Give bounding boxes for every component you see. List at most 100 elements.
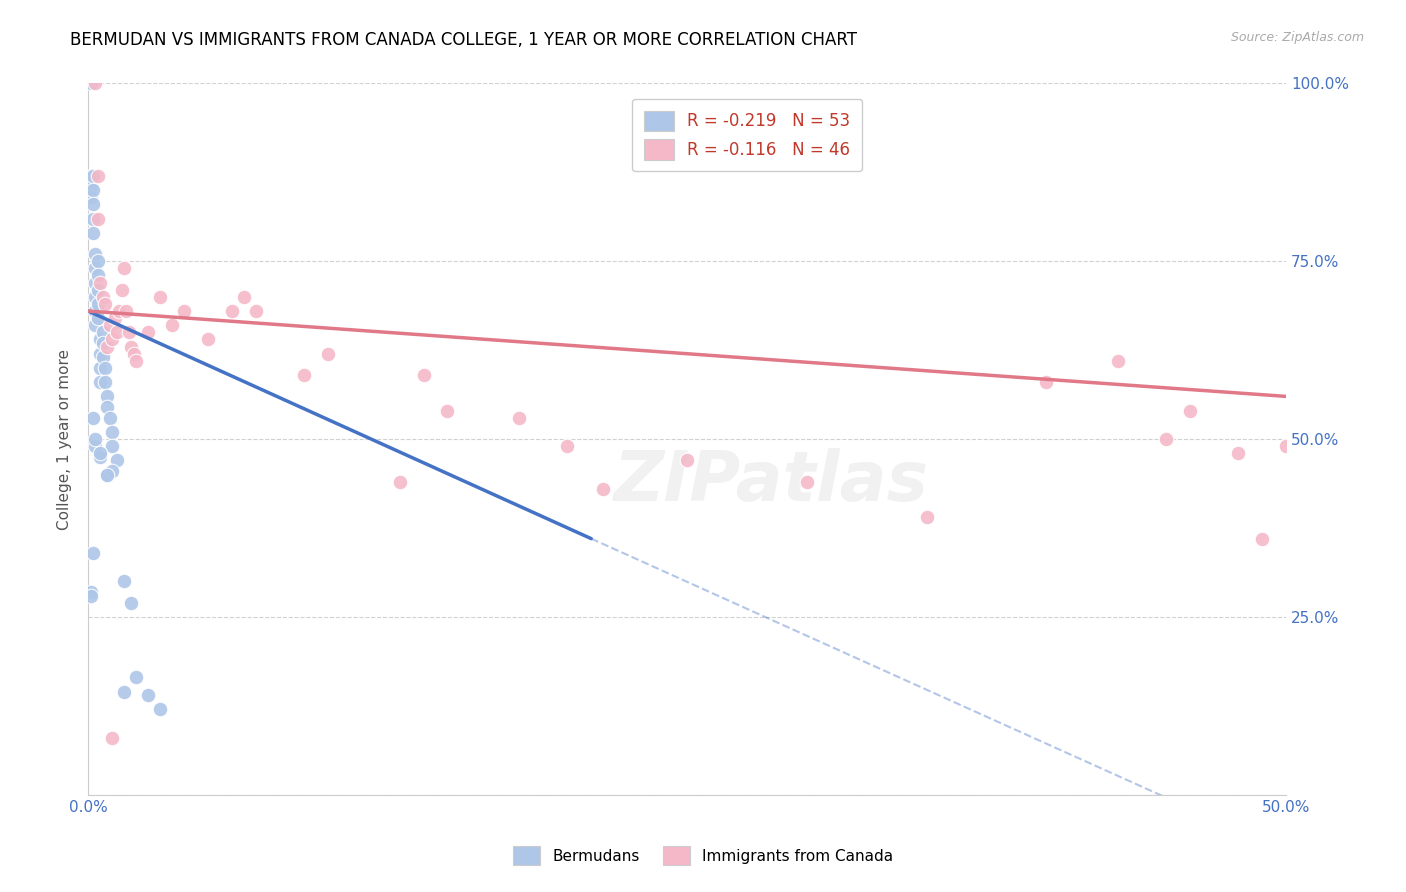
Point (82, 410, 104, 425)
Point (1178, 403, 1201, 417)
Point (96, 400, 118, 414)
Point (87, 268, 110, 283)
Point (87, 311, 110, 326)
Point (112, 684, 135, 698)
Point (84, 290, 107, 304)
Point (91, 351, 114, 365)
Point (118, 326, 141, 340)
Point (1275, 439, 1298, 453)
Point (136, 688, 159, 702)
Point (98, 410, 121, 425)
Point (87, 254, 110, 268)
Point (89, 360, 111, 375)
Point (111, 283, 134, 297)
Point (82, 169, 104, 183)
Point (84, 261, 107, 276)
Point (103, 311, 125, 326)
Point (79, 77, 101, 91)
Point (84, 304, 107, 318)
Point (149, 702, 172, 716)
Point (160, 318, 183, 333)
Point (98, 318, 121, 333)
Point (101, 425, 124, 439)
Point (82, 183, 104, 197)
Point (87, 211, 110, 226)
Point (101, 333, 124, 347)
Point (79, 589, 101, 603)
Point (82, 197, 104, 211)
Point (89, 276, 111, 290)
Text: BERMUDAN VS IMMIGRANTS FROM CANADA COLLEGE, 1 YEAR OR MORE CORRELATION CHART: BERMUDAN VS IMMIGRANTS FROM CANADA COLLE… (70, 31, 858, 49)
Point (89, 333, 111, 347)
Point (120, 340, 142, 354)
Legend: R = -0.219   N = 53, R = -0.116   N = 46: R = -0.219 N = 53, R = -0.116 N = 46 (633, 99, 862, 171)
Point (1251, 532, 1274, 546)
Point (1154, 432, 1177, 446)
Text: ZIPatlas: ZIPatlas (613, 449, 928, 516)
Point (125, 354, 148, 368)
Point (79, 169, 101, 183)
Point (915, 510, 938, 524)
Point (149, 290, 172, 304)
Point (84, 247, 107, 261)
Point (84, 432, 107, 446)
Point (232, 290, 254, 304)
Point (89, 347, 111, 361)
Point (120, 596, 142, 610)
Point (87, 283, 110, 297)
Point (112, 574, 135, 589)
Point (79, 179, 101, 194)
Point (796, 475, 818, 489)
Point (412, 368, 434, 382)
Point (173, 304, 195, 318)
Point (388, 475, 411, 489)
Point (436, 403, 458, 417)
Point (125, 670, 148, 684)
Point (94, 360, 117, 375)
Point (91, 326, 114, 340)
Point (79, 190, 101, 204)
Point (91, 290, 114, 304)
Point (592, 482, 614, 496)
Point (101, 731, 124, 745)
Point (79, 585, 101, 599)
Point (1035, 375, 1057, 389)
Legend: Bermudans, Immigrants from Canada: Bermudans, Immigrants from Canada (506, 840, 900, 871)
Point (115, 304, 138, 318)
Point (96, 340, 118, 354)
Point (676, 453, 699, 467)
Point (82, 546, 104, 560)
Point (1107, 354, 1129, 368)
Point (108, 304, 131, 318)
Point (105, 326, 128, 340)
Point (84, 77, 107, 91)
Point (96, 467, 118, 482)
Point (89, 375, 111, 389)
Point (122, 347, 145, 361)
Point (91, 336, 114, 351)
Point (555, 439, 578, 453)
Point (112, 261, 135, 276)
Point (87, 169, 110, 183)
Point (96, 467, 118, 482)
Point (101, 464, 124, 478)
Point (84, 276, 107, 290)
Point (136, 326, 159, 340)
Point (94, 297, 117, 311)
Point (101, 439, 124, 453)
Point (87, 297, 110, 311)
Point (197, 333, 219, 347)
Point (316, 347, 339, 361)
Point (1227, 446, 1250, 460)
Point (292, 368, 315, 382)
Point (84, 439, 107, 453)
Point (221, 304, 243, 318)
Point (82, 211, 104, 226)
Text: Source: ZipAtlas.com: Source: ZipAtlas.com (1230, 31, 1364, 45)
Point (82, 226, 104, 240)
Point (508, 410, 530, 425)
Point (94, 375, 117, 389)
Point (84, 318, 107, 333)
Point (245, 304, 267, 318)
Point (89, 446, 111, 460)
